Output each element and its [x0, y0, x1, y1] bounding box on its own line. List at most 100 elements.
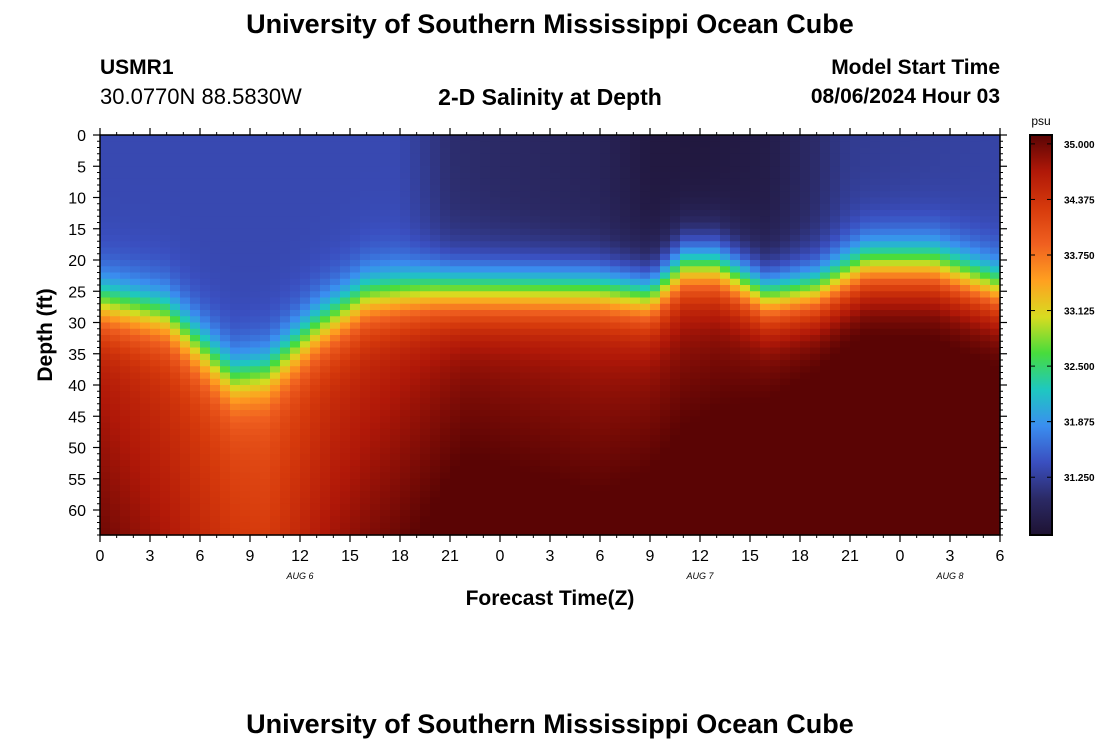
heatmap-cell	[190, 316, 201, 324]
heatmap-cell	[680, 485, 691, 492]
heatmap-cell	[480, 247, 491, 255]
heatmap-cell	[310, 160, 321, 167]
heatmap-cell	[220, 497, 231, 505]
heatmap-cell	[150, 353, 161, 361]
heatmap-cell	[320, 372, 331, 380]
heatmap-cell	[100, 403, 111, 411]
heatmap-cell	[570, 335, 581, 342]
heatmap-cell	[530, 510, 541, 517]
heatmap-cell	[120, 141, 131, 149]
heatmap-cell	[780, 297, 791, 305]
heatmap-cell	[290, 241, 301, 249]
heatmap-cell	[790, 260, 801, 267]
heatmap-cell	[440, 166, 451, 174]
heatmap-cell	[490, 272, 501, 280]
heatmap-cell	[380, 285, 391, 292]
heatmap-cell	[410, 516, 421, 524]
heatmap-cell	[790, 228, 801, 236]
heatmap-cell	[390, 472, 401, 480]
heatmap-cell	[500, 403, 511, 411]
heatmap-cell	[760, 316, 771, 324]
heatmap-cell	[670, 260, 681, 267]
heatmap-cell	[450, 347, 461, 355]
heatmap-cell	[450, 210, 461, 217]
heatmap-cell	[810, 297, 821, 305]
heatmap-cell	[870, 341, 881, 349]
heatmap-cell	[540, 441, 551, 449]
heatmap-cell	[840, 410, 851, 417]
heatmap-cell	[320, 328, 331, 336]
heatmap-cell	[830, 503, 841, 511]
heatmap-cell	[660, 141, 671, 149]
heatmap-cell	[800, 347, 811, 355]
heatmap-cell	[870, 528, 881, 536]
heatmap-cell	[640, 278, 651, 286]
heatmap-cell	[130, 303, 141, 311]
heatmap-cell	[380, 135, 391, 142]
heatmap-cell	[290, 478, 301, 486]
heatmap-cell	[170, 522, 181, 530]
heatmap-cell	[600, 216, 611, 224]
heatmap-cell	[300, 203, 311, 211]
heatmap-cell	[530, 197, 541, 205]
heatmap-cell	[350, 172, 361, 180]
heatmap-cell	[790, 485, 801, 492]
heatmap-cell	[570, 216, 581, 224]
heatmap-cell	[510, 135, 521, 142]
heatmap-cell	[430, 316, 441, 324]
heatmap-cell	[800, 291, 811, 299]
heatmap-cell	[110, 435, 121, 442]
heatmap-cell	[480, 353, 491, 361]
heatmap-cell	[500, 503, 511, 511]
heatmap-cell	[310, 428, 321, 436]
heatmap-cell	[530, 203, 541, 211]
heatmap-cell	[110, 403, 121, 411]
heatmap-cell	[600, 241, 611, 249]
heatmap-cell	[340, 210, 351, 217]
heatmap-cell	[250, 260, 261, 267]
heatmap-cell	[630, 241, 641, 249]
heatmap-cell	[630, 247, 641, 255]
heatmap-cell	[510, 528, 521, 536]
heatmap-cell	[370, 310, 381, 317]
heatmap-cell	[720, 197, 731, 205]
heatmap-cell	[210, 453, 221, 461]
heatmap-cell	[410, 372, 421, 380]
heatmap-cell	[130, 153, 141, 161]
heatmap-cell	[360, 510, 371, 517]
heatmap-cell	[120, 360, 131, 367]
heatmap-cell	[160, 435, 171, 442]
heatmap-cell	[110, 310, 121, 317]
heatmap-cell	[750, 347, 761, 355]
heatmap-cell	[730, 260, 741, 267]
heatmap-cell	[270, 203, 281, 211]
heatmap-cell	[860, 510, 871, 517]
heatmap-cell	[140, 272, 151, 280]
heatmap-cell	[430, 497, 441, 505]
heatmap-cell	[570, 403, 581, 411]
heatmap-cell	[580, 478, 591, 486]
heatmap-cell	[330, 322, 341, 330]
heatmap-cell	[620, 235, 631, 242]
heatmap-cell	[120, 160, 131, 167]
heatmap-cell	[240, 410, 251, 417]
heatmap-cell	[130, 378, 141, 386]
heatmap-cell	[380, 485, 391, 492]
heatmap-cell	[170, 353, 181, 361]
heatmap-cell	[460, 328, 471, 336]
heatmap-cell	[470, 272, 481, 280]
heatmap-cell	[200, 503, 211, 511]
heatmap-cell	[100, 153, 111, 161]
heatmap-cell	[630, 441, 641, 449]
heatmap-cell	[640, 503, 651, 511]
heatmap-cell	[340, 147, 351, 155]
heatmap-cell	[320, 303, 331, 311]
heatmap-cell	[740, 203, 751, 211]
heatmap-cell	[680, 291, 691, 299]
heatmap-cell	[690, 453, 701, 461]
heatmap-cell	[310, 260, 321, 267]
heatmap-cell	[320, 316, 331, 324]
heatmap-cell	[370, 135, 381, 142]
heatmap-cell	[670, 453, 681, 461]
heatmap-cell	[300, 291, 311, 299]
